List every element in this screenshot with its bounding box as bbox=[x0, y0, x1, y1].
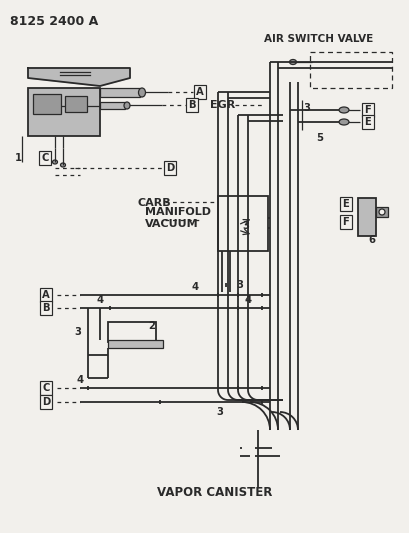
Text: 3: 3 bbox=[236, 280, 243, 290]
Ellipse shape bbox=[138, 88, 145, 97]
Text: C: C bbox=[41, 153, 49, 163]
Text: 4: 4 bbox=[96, 295, 103, 305]
Text: B: B bbox=[188, 100, 195, 110]
Ellipse shape bbox=[61, 163, 65, 167]
Text: 4: 4 bbox=[191, 282, 198, 292]
Circle shape bbox=[378, 209, 384, 215]
Text: A: A bbox=[42, 290, 50, 300]
Bar bbox=[218, 196, 267, 251]
Text: A: A bbox=[196, 87, 203, 97]
Bar bbox=[100, 102, 125, 109]
Text: 3: 3 bbox=[216, 407, 223, 417]
Bar bbox=[100, 88, 139, 97]
Ellipse shape bbox=[338, 107, 348, 113]
Ellipse shape bbox=[338, 119, 348, 125]
Text: 3: 3 bbox=[303, 103, 310, 113]
Text: EGR: EGR bbox=[209, 100, 235, 110]
Bar bbox=[28, 88, 100, 136]
Bar bbox=[33, 94, 61, 114]
Text: 8125 2400 A: 8125 2400 A bbox=[10, 15, 98, 28]
Bar bbox=[375, 207, 387, 217]
Ellipse shape bbox=[124, 102, 130, 109]
Text: D: D bbox=[166, 163, 174, 173]
Text: F: F bbox=[342, 217, 348, 227]
Text: 1: 1 bbox=[14, 153, 22, 163]
Bar bbox=[108, 322, 155, 342]
Text: CARB: CARB bbox=[138, 198, 171, 208]
Text: 5: 5 bbox=[316, 133, 323, 143]
Text: C: C bbox=[42, 383, 49, 393]
Text: 6: 6 bbox=[368, 235, 375, 245]
Text: D: D bbox=[42, 397, 50, 407]
Text: 3: 3 bbox=[74, 327, 81, 337]
Text: VAPOR CANISTER: VAPOR CANISTER bbox=[157, 486, 272, 499]
Text: 3: 3 bbox=[242, 221, 249, 231]
Text: B: B bbox=[42, 303, 49, 313]
Bar bbox=[65, 96, 87, 112]
Text: 2: 2 bbox=[148, 321, 155, 331]
Text: VACUUM: VACUUM bbox=[145, 219, 198, 229]
Polygon shape bbox=[28, 68, 130, 86]
Text: AIR SWITCH VALVE: AIR SWITCH VALVE bbox=[263, 34, 372, 44]
Text: E: E bbox=[364, 117, 371, 127]
Ellipse shape bbox=[52, 160, 57, 164]
Bar bbox=[108, 340, 163, 348]
Text: MANIFOLD: MANIFOLD bbox=[145, 207, 211, 217]
Text: F: F bbox=[364, 105, 371, 115]
Text: 4: 4 bbox=[76, 375, 83, 385]
Ellipse shape bbox=[289, 60, 296, 64]
Text: E: E bbox=[342, 199, 348, 209]
Text: 4: 4 bbox=[244, 295, 251, 305]
Bar bbox=[357, 198, 375, 236]
